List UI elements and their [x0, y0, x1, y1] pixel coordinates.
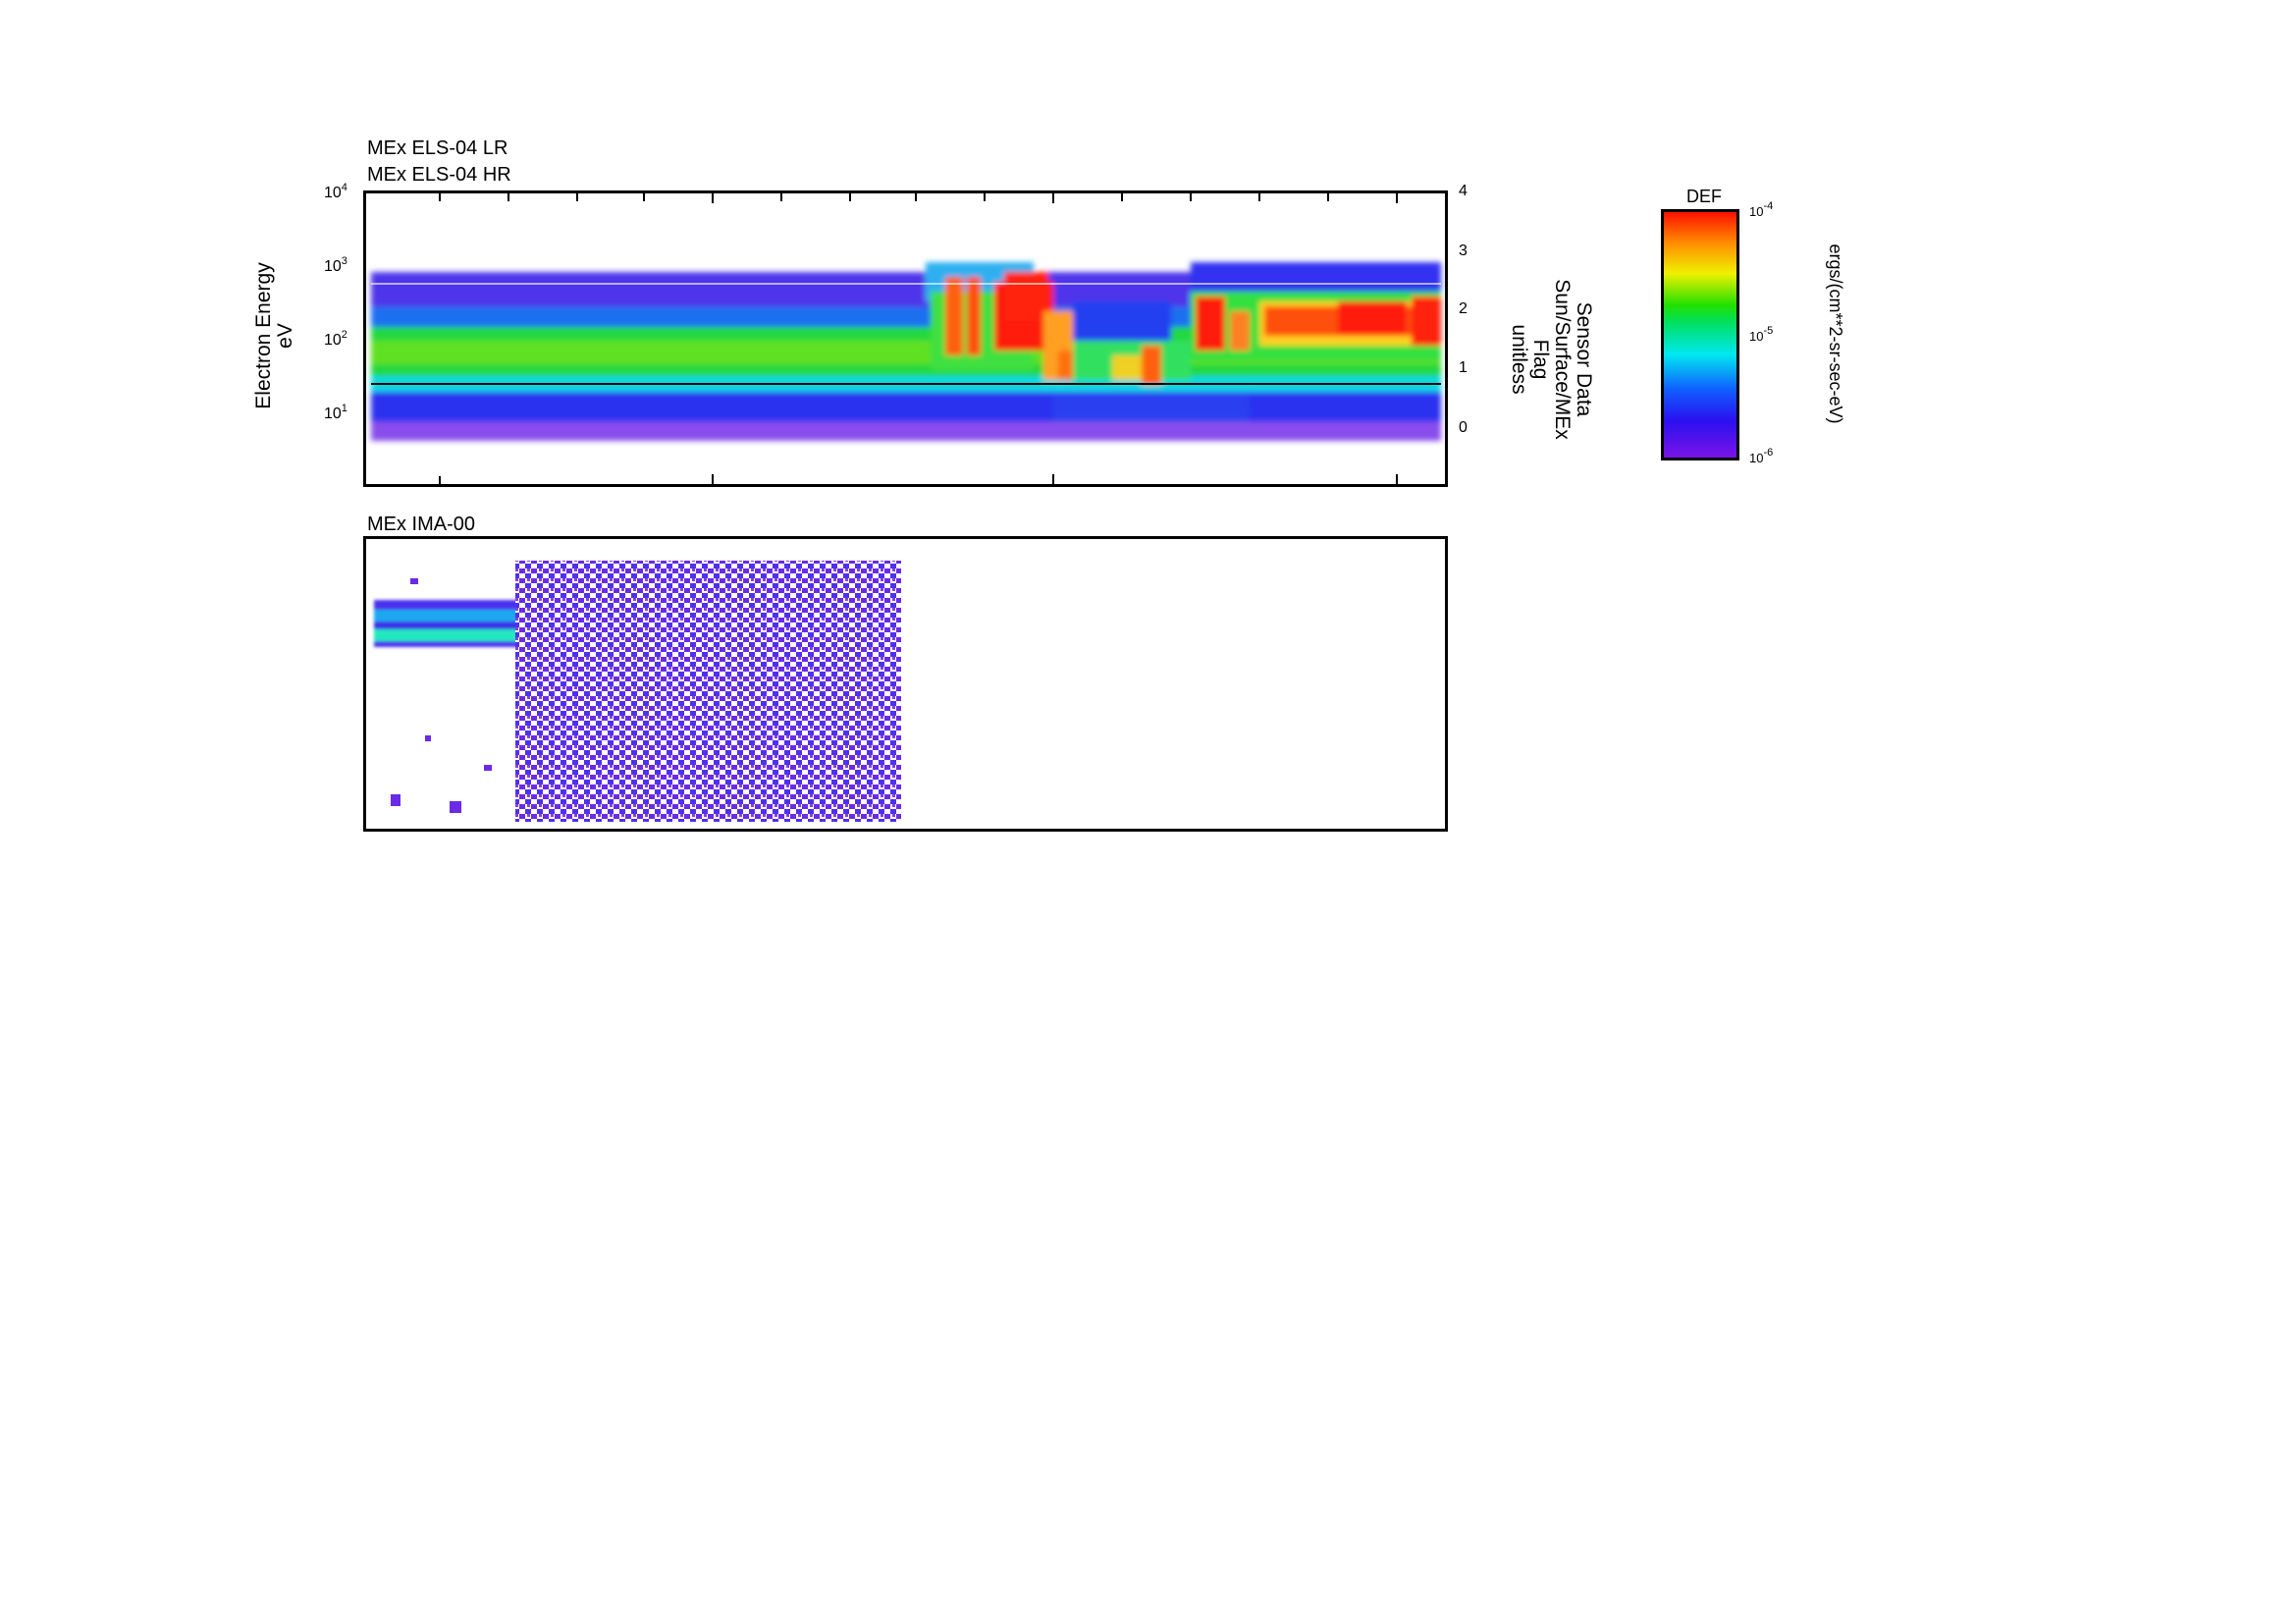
panel2-title: MEx IMA-00 — [367, 514, 476, 535]
els-y2tick-1: 1 — [1459, 359, 1468, 376]
els-y2tick-3: 3 — [1459, 243, 1468, 259]
els-ytick-1e2: 102 — [324, 329, 347, 349]
els-colorbar-title: DEF — [1686, 187, 1722, 206]
els-y2tick-2: 2 — [1459, 300, 1468, 317]
els-y2tick-4: 4 — [1459, 183, 1468, 199]
els-yaxis-label: Electron Energy eV — [252, 262, 296, 409]
els-spectrogram — [363, 190, 1448, 487]
els-y2axis-label: Sensor Data Sun/Surface/MEx Flag unitless — [1508, 279, 1595, 440]
els-ytick-1e1: 101 — [324, 403, 347, 422]
els-colorbar — [1661, 209, 1739, 460]
els-cbar-max: 10-4 — [1749, 200, 1774, 219]
panel1-title-hr: MEx ELS-04 HR — [367, 164, 511, 186]
els-ytick-1e3: 103 — [324, 255, 347, 275]
els-cbar-units: ergs/(cm**2-sr-sec-eV) — [1826, 243, 1845, 424]
els-spectrogram-image — [371, 193, 1441, 484]
panel1-title-lr: MEx ELS-04 LR — [367, 137, 508, 159]
ima-spectrogram-image — [374, 561, 901, 822]
els-y2tick-0: 0 — [1459, 419, 1468, 436]
ima-spectrogram — [363, 536, 1448, 832]
els-ytick-1e4: 104 — [324, 182, 347, 201]
els-cbar-mid: 10-5 — [1749, 325, 1774, 344]
els-cbar-min: 10-6 — [1749, 447, 1774, 465]
